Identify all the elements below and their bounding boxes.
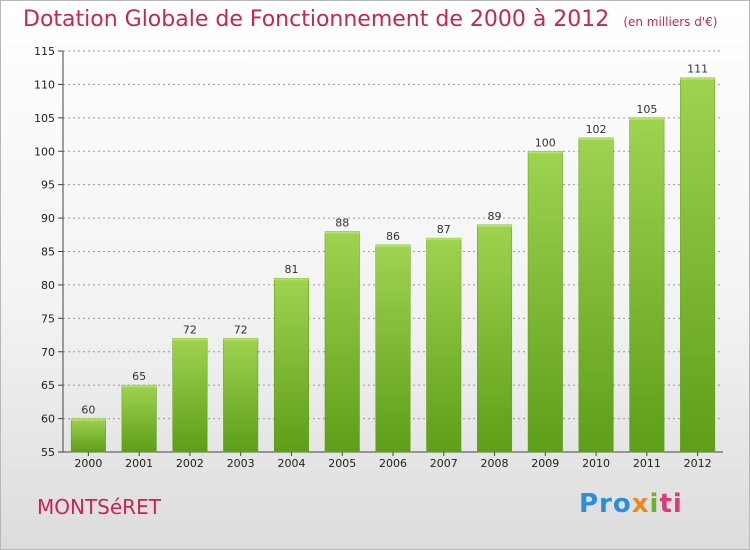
bar bbox=[70, 418, 106, 453]
bar-highlight bbox=[477, 224, 512, 227]
x-tick-label: 2001 bbox=[125, 457, 153, 470]
bar bbox=[172, 338, 208, 453]
bar bbox=[426, 237, 462, 453]
y-tick-label: 105 bbox=[34, 112, 55, 125]
bar-highlight bbox=[324, 231, 360, 234]
x-tick-label: 2007 bbox=[430, 457, 458, 470]
value-label: 65 bbox=[132, 370, 146, 383]
bar-highlight bbox=[172, 338, 208, 341]
value-label: 86 bbox=[386, 230, 400, 243]
labels: 55 60 65 70 75 80 85 90 95 100 105 110 115 60 2000 65 20… bbox=[34, 45, 712, 470]
bar-highlight bbox=[375, 244, 411, 247]
logo-part: i bbox=[649, 489, 660, 519]
bar bbox=[121, 384, 157, 453]
y-tick-label: 90 bbox=[41, 212, 55, 225]
logo-part: ti bbox=[659, 489, 683, 519]
x-tick-label: 2004 bbox=[277, 457, 305, 470]
y-tick-label: 85 bbox=[41, 246, 55, 259]
bar bbox=[375, 244, 411, 453]
x-tick-label: 2005 bbox=[328, 457, 356, 470]
bar-highlight bbox=[121, 385, 157, 388]
x-tick-label: 2002 bbox=[176, 457, 204, 470]
value-label: 72 bbox=[234, 323, 248, 336]
bar bbox=[324, 231, 360, 453]
logo-part: Pro bbox=[579, 489, 632, 519]
y-tick-label: 115 bbox=[34, 45, 55, 58]
x-tick-label: 2000 bbox=[74, 457, 102, 470]
bar-highlight bbox=[71, 418, 106, 421]
x-tick-label: 2008 bbox=[481, 457, 509, 470]
y-tick-label: 70 bbox=[41, 346, 55, 359]
bar bbox=[223, 338, 259, 453]
value-label: 105 bbox=[636, 103, 657, 116]
value-label: 89 bbox=[488, 210, 502, 223]
y-tick-label: 55 bbox=[41, 446, 55, 459]
bar-highlight bbox=[680, 77, 715, 80]
bar bbox=[477, 224, 513, 453]
value-label: 81 bbox=[284, 263, 298, 276]
bar bbox=[527, 151, 563, 453]
bar bbox=[273, 277, 309, 453]
y-tick-label: 100 bbox=[34, 145, 55, 158]
commune-name: MONTSéRET bbox=[37, 495, 161, 519]
x-tick-label: 2010 bbox=[582, 457, 610, 470]
bar bbox=[680, 77, 716, 453]
bar-highlight bbox=[223, 338, 258, 341]
proxiti-logo: Proxiti bbox=[579, 489, 683, 519]
chart-title-text: Dotation Globale de Fonctionnement de 20… bbox=[23, 7, 610, 32]
x-tick-label: 2009 bbox=[531, 457, 559, 470]
x-tick-label: 2003 bbox=[227, 457, 255, 470]
x-tick-label: 2012 bbox=[684, 457, 712, 470]
chart-title: Dotation Globale de Fonctionnement de 20… bbox=[23, 7, 717, 32]
value-label: 60 bbox=[81, 404, 95, 417]
x-tick-label: 2006 bbox=[379, 457, 407, 470]
bar bbox=[629, 117, 665, 453]
bar-highlight bbox=[426, 238, 462, 241]
bar-highlight bbox=[528, 151, 563, 154]
bar-highlight bbox=[578, 137, 614, 140]
value-label: 87 bbox=[437, 223, 451, 236]
y-tick-label: 75 bbox=[41, 312, 55, 325]
logo-part: x bbox=[631, 489, 650, 519]
bar-highlight bbox=[629, 117, 665, 120]
bar bbox=[578, 137, 614, 453]
value-label: 102 bbox=[586, 123, 607, 136]
bars bbox=[70, 77, 716, 453]
value-label: 100 bbox=[535, 136, 556, 149]
bar-highlight bbox=[274, 278, 309, 281]
y-tick-label: 60 bbox=[41, 413, 55, 426]
value-label: 72 bbox=[183, 323, 197, 336]
value-label: 88 bbox=[335, 216, 349, 229]
x-tick-label: 2011 bbox=[633, 457, 661, 470]
y-tick-label: 110 bbox=[34, 78, 55, 91]
y-tick-label: 95 bbox=[41, 179, 55, 192]
y-tick-label: 80 bbox=[41, 279, 55, 292]
y-tick-label: 65 bbox=[41, 379, 55, 392]
chart-subtitle: (en milliers d'€) bbox=[623, 15, 718, 29]
value-label: 111 bbox=[687, 63, 708, 76]
